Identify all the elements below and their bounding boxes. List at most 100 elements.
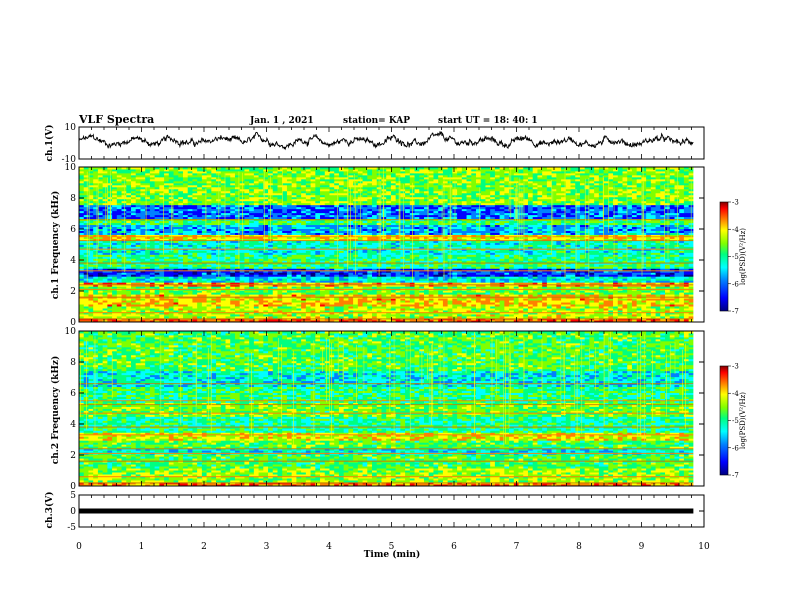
ch1-spectrogram-cell <box>126 264 132 267</box>
ch1-spectrogram-cell <box>537 280 543 283</box>
ch1-spectrogram-cell <box>641 252 647 255</box>
ch1-spectrogram-cell <box>575 258 581 261</box>
ch1-spectrogram-cell <box>646 274 652 277</box>
ch1-spectrogram-cell <box>589 272 595 275</box>
ch1-spectrogram-cell <box>485 294 491 297</box>
ch1-spectrogram-cell <box>556 316 562 319</box>
ch1-spectrogram-cell <box>277 292 283 295</box>
ch1-spectrogram-cell <box>523 266 529 269</box>
ch1-spectrogram-cell <box>613 290 619 293</box>
ch1-spectrogram-cell <box>485 256 491 259</box>
ch1-spectrogram-cell <box>239 308 245 311</box>
ch1-spectrogram-cell <box>83 304 89 307</box>
ch1-spectrogram-cell <box>513 276 519 279</box>
ch1-spectrogram-cell <box>149 256 156 259</box>
ch1-spectrogram-cell <box>310 254 316 257</box>
ch1-spectrogram-cell <box>461 316 467 319</box>
ch1-spectrogram-cell <box>608 270 614 273</box>
ch1-spectrogram-cell <box>381 294 387 297</box>
ch1-spectrogram-cell <box>88 268 94 271</box>
ch1-spectrogram-cell <box>480 272 486 275</box>
ch1-spectrogram-cell <box>466 286 472 289</box>
ch1-spectrogram-cell <box>674 284 680 287</box>
ch1-spectrogram-cell <box>513 264 519 267</box>
ch1-spectrogram-cell <box>480 290 486 293</box>
ch1-spectrogram-cell <box>674 278 680 281</box>
ch1-spectrogram-cell <box>457 272 463 275</box>
ch1-spectrogram-cell <box>372 302 378 305</box>
ch1-spectrogram-cell <box>494 300 501 303</box>
ch1-spectrogram-cell <box>646 254 652 257</box>
ch1-spectrogram-cell <box>362 250 368 253</box>
ch1-spectrogram-cell <box>282 276 288 279</box>
ch1-spectrogram-cell <box>315 308 321 311</box>
ch1-spectrogram-cell <box>466 266 472 269</box>
ch1-spectrogram-cell <box>627 252 633 255</box>
ch1-spectrogram-cell <box>145 302 151 305</box>
ch1-spectrogram-cell <box>244 270 250 273</box>
ch1-spectrogram-cell <box>225 298 231 301</box>
ch1-spectrogram-cell <box>513 284 519 287</box>
ch1-spectrogram-cell <box>485 264 491 267</box>
ch1-spectrogram-cell <box>130 256 137 259</box>
ch1-spectrogram-cell <box>102 284 108 287</box>
ch1-spectrogram-cell <box>121 300 127 303</box>
ch1-spectrogram-cell <box>490 292 496 295</box>
ch1-spectrogram-cell <box>286 286 293 289</box>
ch1-spectrogram-cell <box>457 298 463 301</box>
ch1-spectrogram-cell <box>579 250 586 253</box>
ch1-spectrogram-cell <box>353 312 359 315</box>
ch1-spectrogram-cell <box>409 310 415 313</box>
ch1-spectrogram-cell <box>253 274 259 277</box>
ch1-spectrogram-cell <box>282 286 288 289</box>
ch1-spectrogram-cell <box>485 282 491 285</box>
ch1-spectrogram-cell <box>513 270 519 273</box>
ch1-spectrogram-cell <box>556 278 562 281</box>
ch1-spectrogram-cell <box>424 266 430 269</box>
ch1-spectrogram-cell <box>168 310 174 313</box>
ch1-spectrogram-cell <box>433 292 439 295</box>
ch1-spectrogram-cell <box>140 264 146 267</box>
ch1-spectrogram-cell <box>405 264 411 267</box>
ch1-spectrogram-cell <box>565 284 571 287</box>
ch1-spectrogram-cell <box>197 320 203 323</box>
ch1-spectrogram-cell <box>258 316 264 319</box>
ch1-spectrogram-cell <box>362 300 368 303</box>
ch1-spectrogram-cell <box>480 276 486 279</box>
ch1-spectrogram-cell <box>683 298 690 301</box>
ch1-spectrogram-cell <box>140 268 146 271</box>
ch1-spectrogram-cell <box>683 312 690 315</box>
ch1-spectrogram-cell <box>669 290 675 293</box>
ch1-spectrogram-cell <box>494 252 501 255</box>
ch1-spectrogram-cell <box>338 268 345 271</box>
ch1-spectrogram-cell <box>376 278 382 281</box>
ch1-spectrogram-cell <box>674 292 680 295</box>
ch1-spectrogram-cell <box>613 282 619 285</box>
ch1-spectrogram-cell <box>471 256 477 259</box>
ch1-spectrogram-cell <box>230 268 236 271</box>
ch1-spectrogram-cell <box>79 276 85 279</box>
ch1-spectrogram-cell <box>594 290 600 293</box>
ch1-spectrogram-cell <box>168 264 174 267</box>
ch1-spectrogram-cell <box>386 256 392 259</box>
ch1-spectrogram-cell <box>589 304 595 307</box>
ch1-spectrogram-cell <box>282 250 288 253</box>
ch1-spectrogram-cell <box>286 314 293 317</box>
ch1-spectrogram-cell <box>83 264 89 267</box>
ch1-spectrogram-cell <box>239 264 245 267</box>
ch1-spectrogram-cell <box>438 266 444 269</box>
ch1-spectrogram-cell <box>579 254 586 257</box>
ch1-spectrogram-cell <box>116 264 122 267</box>
ch1-spectrogram-cell <box>154 286 160 289</box>
ch1-spectrogram-cell <box>249 304 255 307</box>
ch1-spectrogram-cell <box>494 276 501 279</box>
ch1-spectrogram-cell <box>187 300 193 303</box>
ch1-spectrogram-cell <box>320 308 326 311</box>
ch1-spectrogram-cell <box>471 316 477 319</box>
ch1-spectrogram-cell <box>660 292 666 295</box>
ch1-spectrogram-cell <box>249 320 255 323</box>
ch1-spectrogram-cell <box>561 304 567 307</box>
ch1-spectrogram-cell <box>182 246 189 249</box>
ch1-spectrogram-cell <box>452 314 458 317</box>
ch1-spectrogram-cell <box>660 298 666 301</box>
